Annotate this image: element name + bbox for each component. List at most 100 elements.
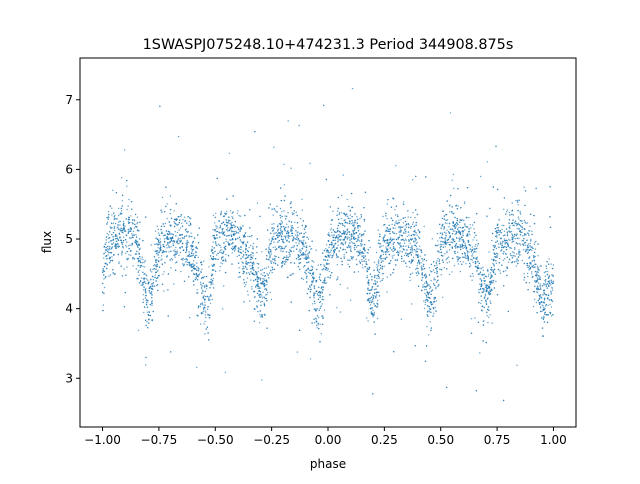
data-point: [485, 341, 487, 344]
data-point: [247, 235, 249, 238]
data-point: [458, 237, 460, 239]
data-point: [545, 265, 547, 267]
data-point: [409, 279, 411, 282]
data-point: [544, 305, 547, 307]
data-point: [531, 273, 533, 275]
data-point: [277, 224, 279, 226]
data-point: [222, 256, 224, 258]
data-point: [195, 251, 197, 254]
data-point: [104, 251, 106, 253]
data-point: [208, 299, 210, 301]
data-point: [444, 237, 447, 239]
data-point: [307, 255, 309, 257]
data-point: [490, 276, 492, 278]
data-point: [201, 302, 203, 304]
data-point: [138, 253, 140, 255]
data-point: [368, 284, 370, 286]
data-point: [472, 239, 474, 241]
data-point: [352, 242, 354, 244]
data-point: [356, 263, 358, 266]
data-point: [507, 310, 509, 313]
data-point: [423, 225, 425, 228]
data-point: [241, 268, 244, 270]
data-point: [463, 256, 466, 259]
data-point: [229, 239, 231, 241]
data-point: [119, 213, 121, 215]
data-point: [373, 288, 376, 291]
data-point: [495, 280, 497, 283]
data-point: [254, 296, 256, 298]
data-point: [173, 283, 175, 285]
data-point: [312, 279, 315, 281]
data-point: [520, 225, 522, 227]
data-point: [318, 327, 320, 330]
data-point: [348, 231, 351, 233]
data-point: [374, 279, 376, 282]
data-point: [135, 240, 137, 242]
data-point: [370, 311, 373, 313]
data-point: [372, 316, 374, 318]
data-point: [459, 261, 462, 263]
data-point: [145, 304, 148, 306]
data-point: [439, 237, 441, 239]
data-point: [482, 324, 485, 326]
data-point: [128, 231, 130, 233]
data-point: [426, 314, 428, 316]
data-point: [351, 216, 353, 218]
data-point: [246, 263, 248, 266]
data-point: [227, 255, 230, 257]
data-point: [196, 275, 199, 277]
data-point: [434, 279, 436, 281]
data-point: [420, 251, 423, 254]
data-point: [111, 214, 113, 216]
data-point: [471, 272, 474, 275]
data-point: [111, 246, 114, 248]
data-point: [504, 246, 506, 248]
data-point: [303, 266, 305, 268]
data-point: [525, 222, 527, 225]
data-point: [438, 260, 440, 262]
data-point: [200, 283, 202, 285]
data-point: [221, 258, 223, 260]
data-point: [492, 249, 495, 251]
data-point: [151, 300, 153, 303]
data-point: [436, 270, 438, 273]
data-point: [480, 285, 482, 288]
data-point: [331, 243, 333, 245]
data-point: [199, 281, 202, 283]
data-point: [477, 273, 479, 276]
data-point: [203, 297, 205, 300]
data-point: [133, 258, 136, 260]
data-point: [271, 271, 273, 274]
data-point: [144, 297, 147, 299]
data-point: [277, 233, 279, 235]
data-point: [147, 327, 149, 329]
data-point: [201, 268, 203, 271]
data-point: [271, 227, 273, 229]
data-point: [166, 217, 168, 220]
data-point: [389, 238, 392, 241]
data-point: [156, 225, 158, 227]
data-point: [442, 223, 444, 225]
data-point: [539, 306, 542, 308]
data-point: [328, 256, 331, 259]
data-point: [177, 243, 179, 245]
data-point: [468, 251, 470, 253]
data-point: [114, 214, 116, 217]
data-point: [279, 217, 282, 219]
data-point: [268, 248, 271, 250]
data-point: [140, 264, 143, 267]
data-point: [330, 249, 332, 251]
data-point: [415, 254, 417, 256]
data-point: [173, 254, 175, 257]
data-point: [348, 222, 351, 225]
data-point: [279, 227, 281, 230]
data-point: [535, 288, 538, 290]
data-point: [232, 242, 234, 244]
data-point: [416, 234, 418, 236]
data-point: [279, 231, 282, 233]
data-point: [302, 220, 304, 222]
data-point: [493, 287, 496, 289]
data-point: [185, 230, 188, 233]
data-point: [282, 260, 284, 263]
